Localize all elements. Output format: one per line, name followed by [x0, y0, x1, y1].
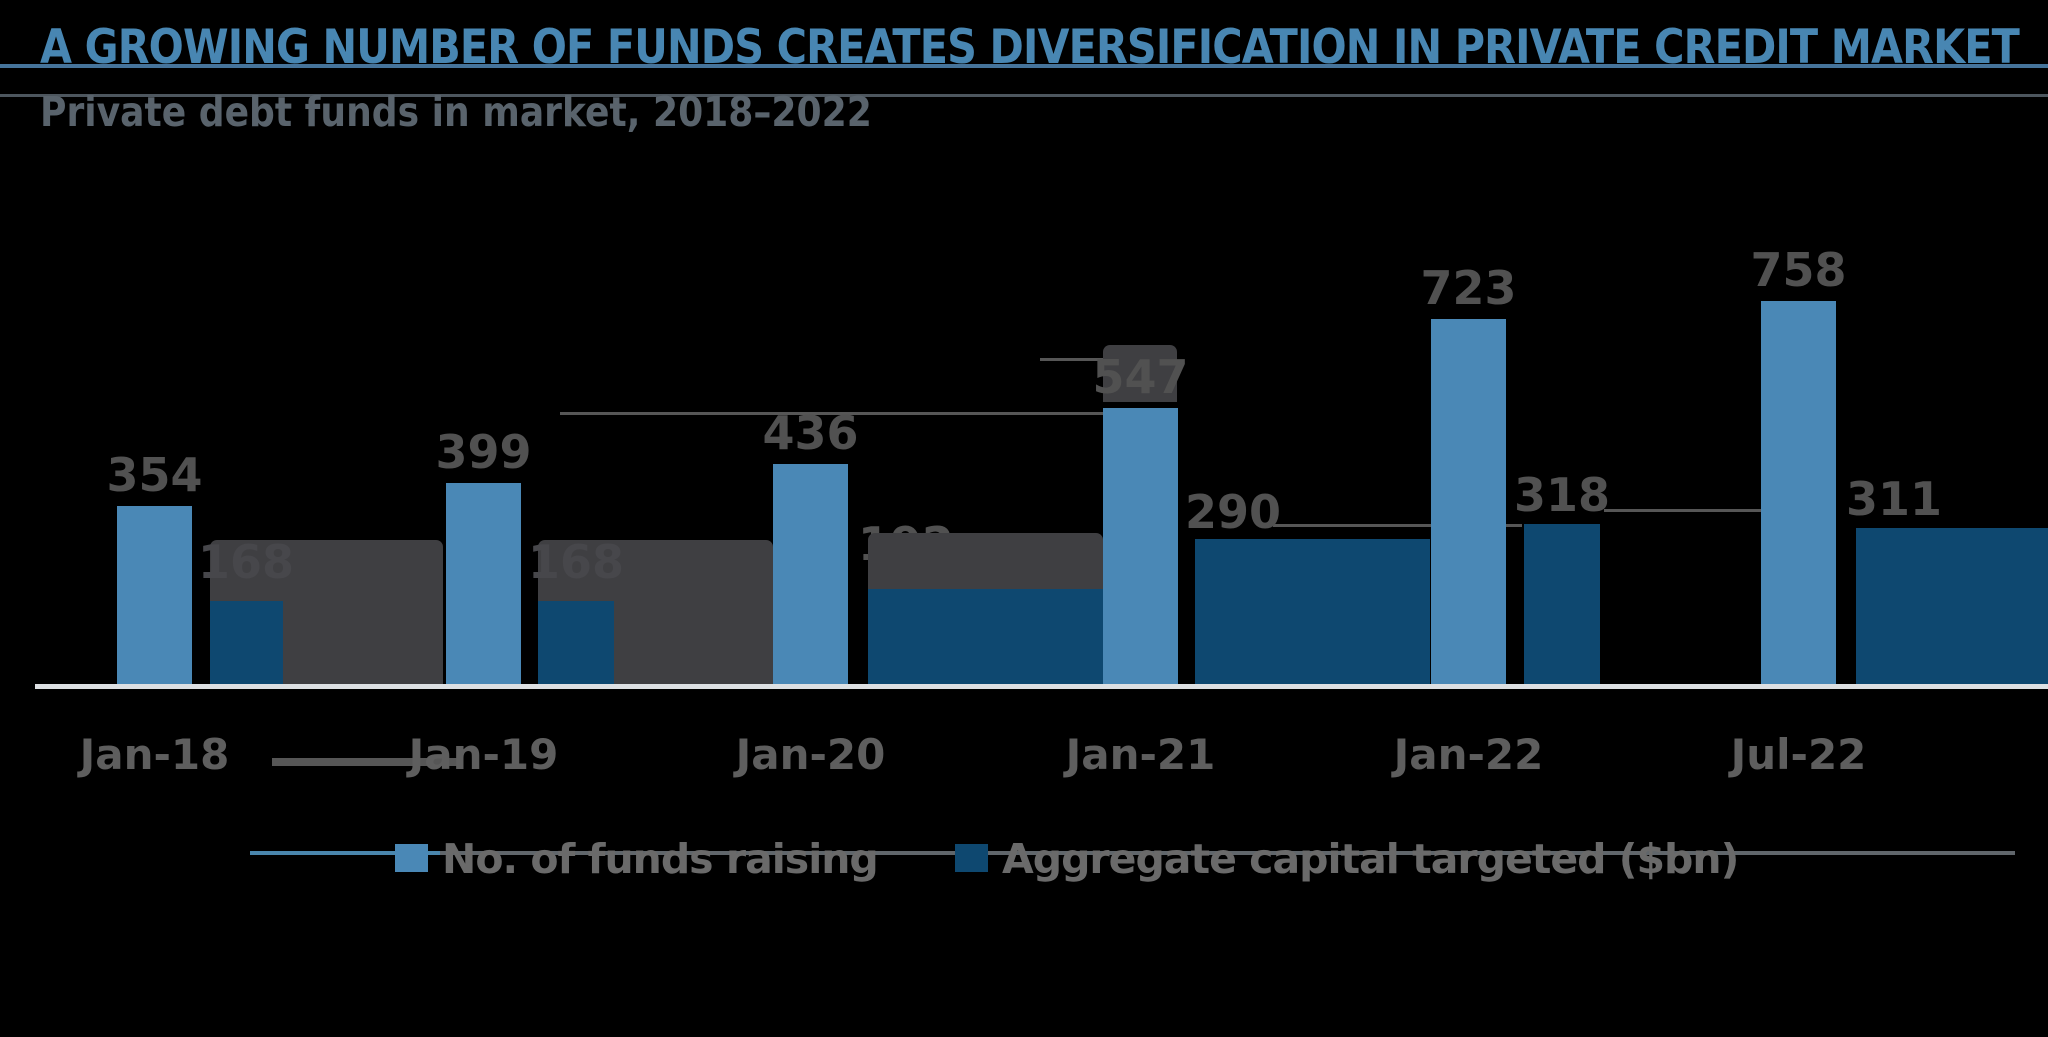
- artifact-line: [1604, 509, 1761, 512]
- funds-value-label: 354: [106, 448, 203, 502]
- funds-bar[interactable]: [117, 506, 192, 686]
- artifact-line: [1040, 358, 1103, 361]
- funds-bar[interactable]: [1761, 301, 1836, 686]
- x-axis-label: Jan-20: [735, 730, 886, 779]
- x-axis-label: Jan-21: [1065, 730, 1216, 779]
- header-divider: [0, 94, 2048, 97]
- x-axis-label: Jan-18: [79, 730, 230, 779]
- funds-value-label: 758: [1750, 243, 1847, 297]
- chart-subtitle: Private debt funds in market, 2018–2022: [40, 88, 872, 136]
- x-axis-label: Jan-19: [408, 730, 559, 779]
- funds-bar[interactable]: [773, 464, 848, 686]
- legend-line: [440, 851, 2015, 855]
- chart-title: A GROWING NUMBER OF FUNDS CREATES DIVERS…: [40, 20, 2020, 75]
- funds-value-label: 436: [762, 406, 859, 460]
- capital-bar[interactable]: [1524, 524, 1600, 686]
- funds-value-label: 723: [1420, 261, 1517, 315]
- funds-value-label: 399: [435, 425, 532, 479]
- capital-value-label: 168: [527, 535, 625, 589]
- capital-legend-swatch-icon: [955, 844, 988, 872]
- x-axis-baseline: [35, 684, 2048, 689]
- capital-value-label: 311: [1845, 472, 1943, 526]
- capital-value-label: 168: [197, 535, 295, 589]
- capital-bar[interactable]: [1195, 539, 1430, 686]
- capital-bar[interactable]: [210, 601, 283, 686]
- capital-bar[interactable]: [538, 601, 614, 686]
- capital-bar[interactable]: [868, 588, 1103, 686]
- artifact-line: [560, 412, 1103, 415]
- legend-label: No. of funds raising: [442, 835, 879, 883]
- funds-bar[interactable]: [1431, 319, 1506, 686]
- x-axis-label: Jan-22: [1393, 730, 1544, 779]
- legend-label: Aggregate capital targeted ($bn): [1002, 835, 1739, 883]
- capital-value-label: 290: [1184, 485, 1282, 539]
- artifact-line: [1273, 524, 1522, 527]
- title-underline: [0, 64, 2048, 68]
- legend-line: [250, 851, 440, 855]
- funds-bar[interactable]: [1103, 408, 1178, 686]
- overlay-box: [1103, 345, 1177, 402]
- funds-legend-swatch-icon: [395, 844, 428, 872]
- funds-value-label: 547: [1092, 350, 1189, 404]
- capital-value-label: 318: [1513, 468, 1611, 522]
- x-axis-label: Jul-22: [1730, 730, 1867, 779]
- funds-bar[interactable]: [446, 483, 521, 686]
- overlay-box: [868, 533, 1103, 589]
- x-label-connector-line: [272, 758, 462, 766]
- capital-bar[interactable]: [1856, 528, 2048, 686]
